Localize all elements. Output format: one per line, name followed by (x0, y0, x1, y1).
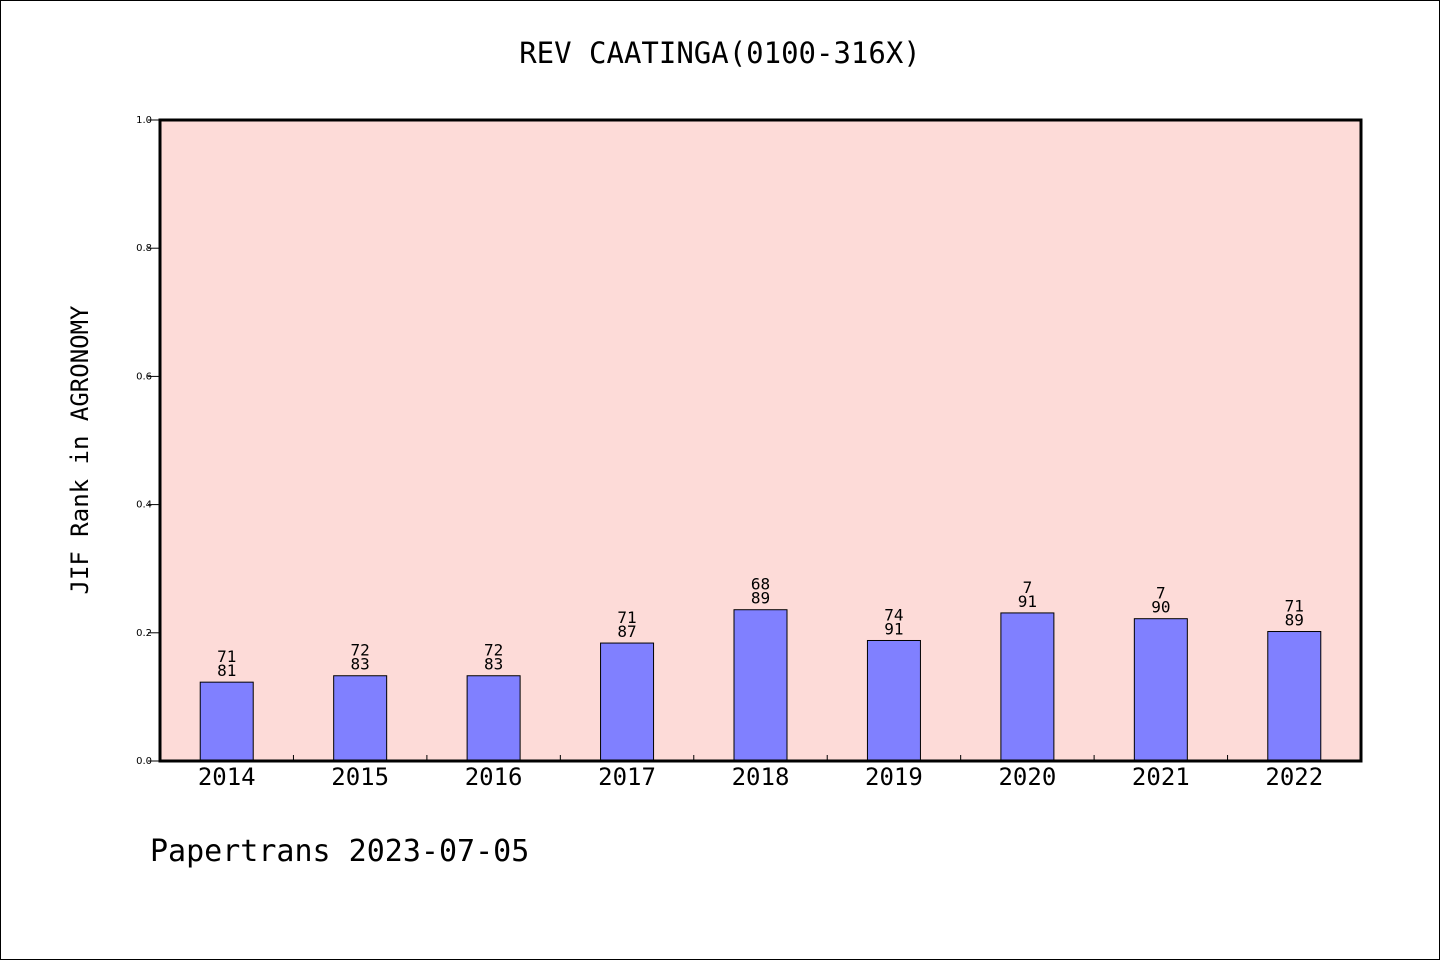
data-label-bottom-2016: 83 (484, 655, 503, 674)
plot-border (158, 118, 1363, 763)
data-label-bottom-2018: 89 (751, 589, 770, 608)
x-tick-label-2015: 2015 (331, 763, 389, 791)
data-label-bottom-2022: 89 (1285, 611, 1304, 630)
data-label-top-2020: 7 (1023, 578, 1033, 597)
x-tick-label-2017: 2017 (598, 763, 656, 791)
bar-2021 (1133, 618, 1188, 762)
x-tick-label-2021: 2021 (1132, 763, 1190, 791)
chart-title: REV CAATINGA(0100-316X) (519, 36, 921, 70)
data-label-top-2022: 71 (1285, 597, 1304, 616)
bars-layer (199, 609, 1322, 762)
x-tick-label-2020: 2020 (998, 763, 1056, 791)
data-label-top-2019: 74 (884, 605, 903, 624)
data-label-bottom-2020: 91 (1018, 592, 1037, 611)
y-tick-label: 0.0 (136, 756, 152, 767)
y-tick-label: 0.6 (136, 371, 152, 382)
y-tick-label: 0.4 (136, 500, 152, 511)
data-label-top-2018: 68 (751, 575, 770, 594)
bar-2022 (1267, 631, 1322, 762)
data-label-bottom-2015: 83 (351, 655, 370, 674)
data-label-bottom-2019: 91 (884, 619, 903, 638)
axes-layer: 2014 2015 2016 2017 2018 2019 2020 2021 2022 0.0 0… (136, 115, 1323, 791)
x-tick-label-2016: 2016 (465, 763, 523, 791)
y-tick-label: 1.0 (136, 115, 152, 126)
x-tick-label-2014: 2014 (198, 763, 256, 791)
data-label-top-2015: 72 (351, 641, 370, 660)
bar-2014 (199, 681, 254, 762)
x-tick-label-2022: 2022 (1265, 763, 1323, 791)
data-label-bottom-2017: 87 (617, 622, 636, 641)
bar-2019 (866, 639, 921, 762)
data-label-top-2021: 7 (1156, 584, 1166, 603)
data-label-top-2017: 71 (617, 608, 636, 627)
y-tick-label: 0.8 (136, 243, 152, 254)
x-tick-label-2019: 2019 (865, 763, 923, 791)
bar-2017 (600, 642, 655, 762)
footer-credit: Papertrans 2023-07-05 (150, 834, 530, 869)
bar-2020 (1000, 612, 1055, 762)
bar-2015 (333, 675, 388, 762)
bar-2018 (733, 609, 788, 762)
data-label-bottom-2014: 81 (217, 661, 236, 680)
y-tick-label: 0.2 (136, 628, 152, 639)
data-label-top-2014: 71 (217, 647, 236, 666)
bar-2016 (466, 675, 521, 762)
x-tick-label-2018: 2018 (732, 763, 790, 791)
data-label-top-2016: 72 (484, 641, 503, 660)
data-label-bottom-2021: 90 (1151, 598, 1170, 617)
